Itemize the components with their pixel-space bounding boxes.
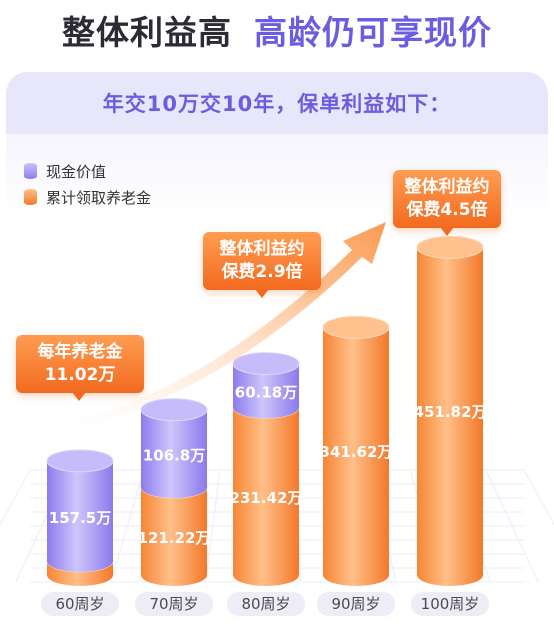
- bar-1: 106.8万 121.22万: [138, 398, 211, 586]
- bar-pension-top: [322, 315, 390, 339]
- x-tick-label: 60周岁: [41, 592, 119, 616]
- headline: 整体利益高 高龄仍可享现价: [0, 6, 554, 54]
- chart-subtitle: 年交10万交10年，保单利益如下：: [102, 92, 452, 116]
- headline-right: 高龄仍可享现价: [254, 13, 492, 52]
- bar-value-label: 157.5万: [49, 509, 111, 527]
- bar-pension-body: [233, 407, 299, 586]
- bar-value-label: 231.42万: [230, 489, 303, 507]
- bar-cash-value-top: [232, 352, 300, 376]
- bar-value-label: 106.8万: [143, 446, 205, 464]
- legend-item-pension: 累计领取养老金: [24, 184, 151, 210]
- bars-layer: 157.5万 106.8万 121.22万 60.18万 231.42万 341.62万 4…: [46, 235, 487, 587]
- x-tick-label: 80周岁: [227, 592, 305, 616]
- bar-4: 451.82万: [414, 235, 487, 587]
- legend-label: 累计领取养老金: [46, 188, 152, 207]
- callout-line: 每年养老金: [37, 342, 123, 362]
- x-tick-label: 90周岁: [317, 592, 395, 616]
- legend-item-cash-value: 现金价值: [24, 158, 151, 184]
- bar-pension-top: [416, 235, 484, 259]
- bar-cash-value-top: [46, 449, 114, 473]
- bar-pension-body: [141, 487, 207, 586]
- bar-0: 157.5万: [46, 449, 114, 586]
- bar-value-label: 121.22万: [138, 529, 211, 547]
- trend-arrow: [80, 222, 386, 428]
- x-tick-label: 100周岁: [411, 592, 489, 616]
- bar-value-label: 451.82万: [414, 403, 487, 421]
- bar-cash-value-body: [233, 363, 299, 419]
- callout-annual-pension: 每年养老金 11.02万: [16, 335, 144, 401]
- callout-line: 保费2.9倍: [221, 262, 303, 282]
- bar-pension-body: [323, 327, 389, 586]
- headline-left: 整体利益高: [62, 13, 232, 52]
- callout-benefit-2-9x: 整体利益约 保费2.9倍: [203, 232, 321, 298]
- callout-benefit-4-5x: 整体利益约 保费4.5倍: [393, 170, 501, 236]
- legend-swatch-orange: [24, 189, 37, 205]
- bar-3: 341.62万: [320, 315, 393, 586]
- legend-swatch-purple: [24, 163, 37, 179]
- x-tick-label: 70周岁: [135, 592, 213, 616]
- bar-cash-value-top: [140, 398, 208, 422]
- bar-value-label: 341.62万: [320, 443, 393, 461]
- bar-cash-value-body: [141, 409, 207, 499]
- bar-2: 60.18万 231.42万: [230, 352, 303, 586]
- callout-line: 整体利益约: [404, 177, 490, 197]
- bar-cash-value-body: [47, 460, 113, 572]
- bar-value-label: 60.18万: [235, 383, 297, 401]
- subtitle-band: [6, 72, 548, 134]
- callout-line: 11.02万: [44, 365, 116, 385]
- callout-line: 保费4.5倍: [406, 200, 488, 220]
- legend-label: 现金价值: [46, 162, 107, 181]
- legend: 现金价值 累计领取养老金: [24, 158, 151, 210]
- bar-pension-body: [417, 247, 483, 587]
- callout-line: 整体利益约: [219, 239, 305, 259]
